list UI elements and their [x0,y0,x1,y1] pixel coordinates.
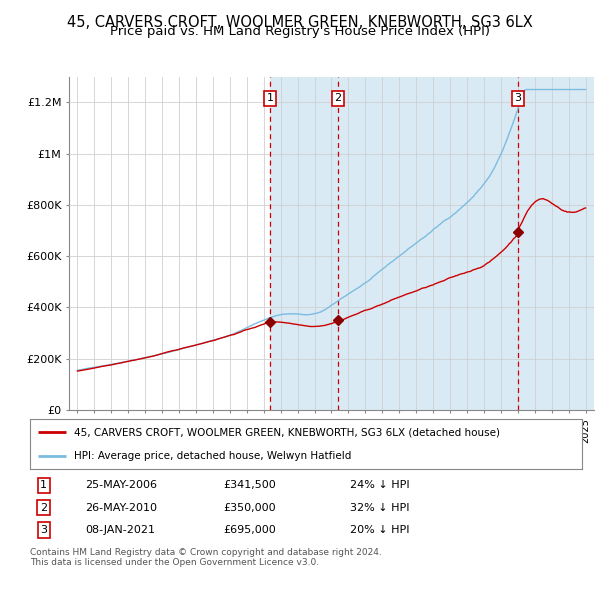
Text: 1: 1 [40,480,47,490]
Text: £695,000: £695,000 [223,525,276,535]
Text: £341,500: £341,500 [223,480,276,490]
Text: 3: 3 [40,525,47,535]
Text: 1: 1 [266,93,274,103]
Text: 24% ↓ HPI: 24% ↓ HPI [350,480,410,490]
Text: Price paid vs. HM Land Registry's House Price Index (HPI): Price paid vs. HM Land Registry's House … [110,25,490,38]
Text: 45, CARVERS CROFT, WOOLMER GREEN, KNEBWORTH, SG3 6LX (detached house): 45, CARVERS CROFT, WOOLMER GREEN, KNEBWO… [74,427,500,437]
Text: Contains HM Land Registry data © Crown copyright and database right 2024.
This d: Contains HM Land Registry data © Crown c… [30,548,382,567]
Text: 2: 2 [40,503,47,513]
Text: HPI: Average price, detached house, Welwyn Hatfield: HPI: Average price, detached house, Welw… [74,451,352,461]
Text: 3: 3 [515,93,521,103]
Text: 08-JAN-2021: 08-JAN-2021 [85,525,155,535]
Text: 20% ↓ HPI: 20% ↓ HPI [350,525,410,535]
Bar [270,77,338,410]
Bar [338,77,518,410]
Text: 25-MAY-2006: 25-MAY-2006 [85,480,157,490]
Text: 32% ↓ HPI: 32% ↓ HPI [350,503,410,513]
Text: 26-MAY-2010: 26-MAY-2010 [85,503,157,513]
Text: 45, CARVERS CROFT, WOOLMER GREEN, KNEBWORTH, SG3 6LX: 45, CARVERS CROFT, WOOLMER GREEN, KNEBWO… [67,15,533,30]
Text: 2: 2 [334,93,341,103]
Bar [518,77,594,410]
Text: £350,000: £350,000 [223,503,276,513]
